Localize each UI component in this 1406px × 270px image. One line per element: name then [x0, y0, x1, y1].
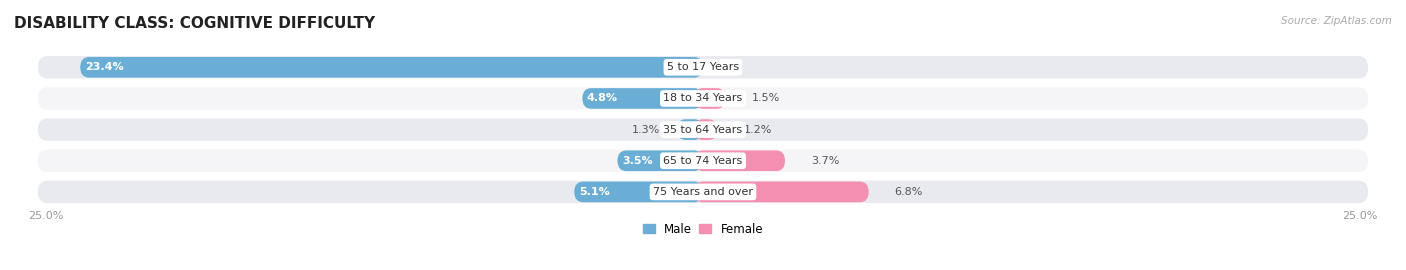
Text: 1.3%: 1.3% — [631, 124, 659, 135]
FancyBboxPatch shape — [695, 182, 869, 202]
Text: 3.7%: 3.7% — [811, 156, 839, 166]
FancyBboxPatch shape — [38, 56, 1368, 79]
FancyBboxPatch shape — [574, 182, 703, 202]
Text: 35 to 64 Years: 35 to 64 Years — [664, 124, 742, 135]
FancyBboxPatch shape — [617, 150, 703, 171]
FancyBboxPatch shape — [38, 150, 1368, 172]
Text: 65 to 74 Years: 65 to 74 Years — [664, 156, 742, 166]
Text: 25.0%: 25.0% — [1343, 211, 1378, 221]
FancyBboxPatch shape — [695, 88, 725, 109]
Text: Source: ZipAtlas.com: Source: ZipAtlas.com — [1281, 16, 1392, 26]
Text: 4.8%: 4.8% — [586, 93, 617, 103]
Text: 18 to 34 Years: 18 to 34 Years — [664, 93, 742, 103]
FancyBboxPatch shape — [38, 87, 1368, 110]
Text: 75 Years and over: 75 Years and over — [652, 187, 754, 197]
Text: 3.5%: 3.5% — [621, 156, 652, 166]
Text: 1.5%: 1.5% — [752, 93, 780, 103]
Text: 0.0%: 0.0% — [711, 62, 740, 72]
Text: 6.8%: 6.8% — [894, 187, 924, 197]
Text: 1.2%: 1.2% — [744, 124, 772, 135]
Text: 5 to 17 Years: 5 to 17 Years — [666, 62, 740, 72]
FancyBboxPatch shape — [695, 150, 785, 171]
FancyBboxPatch shape — [80, 57, 703, 77]
Text: 25.0%: 25.0% — [28, 211, 63, 221]
FancyBboxPatch shape — [38, 181, 1368, 203]
FancyBboxPatch shape — [38, 118, 1368, 141]
FancyBboxPatch shape — [695, 119, 717, 140]
Text: 23.4%: 23.4% — [84, 62, 124, 72]
FancyBboxPatch shape — [676, 119, 703, 140]
Text: DISABILITY CLASS: COGNITIVE DIFFICULTY: DISABILITY CLASS: COGNITIVE DIFFICULTY — [14, 16, 375, 31]
FancyBboxPatch shape — [582, 88, 703, 109]
Legend: Male, Female: Male, Female — [638, 218, 768, 240]
Text: 5.1%: 5.1% — [579, 187, 610, 197]
